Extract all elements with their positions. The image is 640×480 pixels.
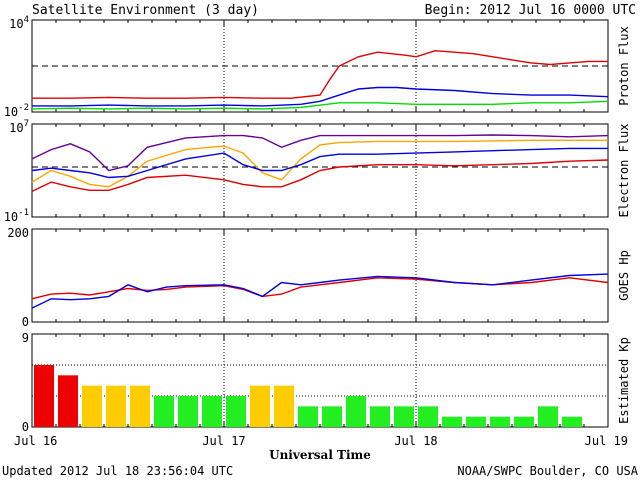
credit-label: NOAA/SWPC Boulder, CO USA <box>457 464 638 478</box>
kp-bar <box>538 406 558 427</box>
x-tick-label: Jul 16 <box>14 434 57 448</box>
kp-bar <box>322 406 342 427</box>
proton-y-tick-label: 104 <box>9 15 29 31</box>
electron-y-tick-label: 10-1 <box>4 208 29 224</box>
kp-bar <box>514 416 534 427</box>
kp-y-tick-label: 0 <box>22 420 29 434</box>
electron-series-line-1 <box>31 134 609 172</box>
kp-bar <box>130 385 150 427</box>
kp-bar <box>562 416 582 427</box>
kp-bar <box>178 396 198 427</box>
kp-bar <box>34 365 54 427</box>
x-axis-label: Universal Time <box>269 448 371 462</box>
proton-series-line-2 <box>32 86 609 107</box>
kp-y-tick-label: 9 <box>22 331 29 345</box>
goes_hp-frame <box>31 228 609 323</box>
proton-series-line-3 <box>31 100 609 110</box>
electron-series-line-4 <box>31 159 609 193</box>
kp-bar <box>418 406 438 427</box>
proton-series-line-1 <box>32 49 608 99</box>
kp-bar <box>154 396 174 427</box>
kp-bar <box>226 396 246 427</box>
updated-timestamp: Updated 2012 Jul 18 23:56:04 UTC <box>2 464 233 478</box>
kp-bar <box>370 406 390 427</box>
kp-bar <box>394 406 414 427</box>
kp-bar <box>298 406 318 427</box>
goes_hp-y-axis-label: GOES Hp <box>617 250 631 301</box>
electron-y-tick-label: 107 <box>9 119 29 135</box>
kp-bar <box>82 385 102 427</box>
goes_hp-series-line-2 <box>31 273 609 309</box>
electron-series-line-3 <box>31 147 608 179</box>
x-tick-label: Jul 17 <box>202 434 245 448</box>
kp-bar <box>202 396 222 427</box>
electron-series-line-2 <box>31 139 608 188</box>
kp-y-axis-label: Estimated Kp <box>617 337 631 424</box>
kp-bar <box>490 416 510 427</box>
goes_hp-y-tick-label: 0 <box>22 315 29 329</box>
electron-y-axis-label: Electron Flux <box>617 124 631 218</box>
kp-bar <box>442 416 462 427</box>
kp-bar <box>466 416 486 427</box>
chart-title: Satellite Environment (3 day) <box>32 3 259 18</box>
kp-bar <box>58 375 78 427</box>
begin-date-label: Begin: 2012 Jul 16 0000 UTC <box>425 3 636 18</box>
kp-bar <box>250 385 270 427</box>
kp-bar <box>346 396 366 427</box>
x-tick-label: Jul 19 <box>585 434 628 448</box>
kp-bar <box>274 385 294 427</box>
kp-bar <box>106 385 126 427</box>
goes_hp-y-tick-label: 200 <box>7 226 29 240</box>
proton-y-axis-label: Proton Flux <box>617 26 631 105</box>
proton-y-tick-label: 10-2 <box>4 103 29 119</box>
x-tick-label: Jul 18 <box>394 434 437 448</box>
